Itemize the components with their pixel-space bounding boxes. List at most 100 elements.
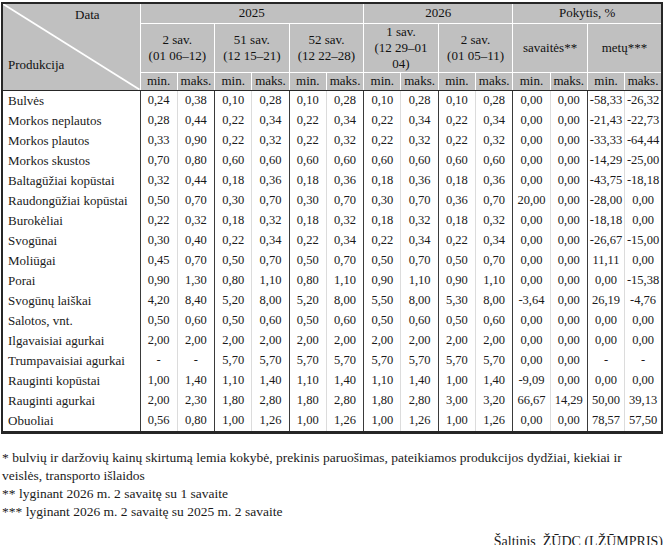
value-cell: 0,00 [513,211,550,231]
value-cell: 0,22 [215,111,252,131]
value-cell: 0,33 [140,131,177,151]
value-cell: 0,30 [215,191,252,211]
value-cell: 0,18 [438,171,475,191]
table-row: Svogūnų laiškai4,208,405,208,005,208,005… [2,291,662,311]
value-cell: 0,00 [550,331,587,351]
value-cell: 0,34 [252,231,289,251]
value-cell: 2,80 [326,391,363,411]
value-cell: 1,26 [326,411,363,433]
value-cell: 0,00 [625,331,662,351]
table-row: Porai0,901,300,801,100,801,100,901,100,9… [2,271,662,291]
value-cell: 0,00 [550,231,587,251]
value-cell: 0,34 [252,111,289,131]
value-cell: 0,28 [326,90,363,111]
table-row: Ilgavaisiai agurkai2,002,002,002,002,002… [2,331,662,351]
value-cell: 0,60 [476,151,513,171]
value-cell: 1,30 [177,271,214,291]
value-cell: 0,22 [438,131,475,151]
value-cell: 0,44 [177,111,214,131]
value-cell: 0,00 [513,171,550,191]
value-cell: 0,22 [140,211,177,231]
value-cell: 1,00 [438,411,475,433]
value-cell: 5,50 [364,291,401,311]
value-cell: 0,00 [513,271,550,291]
maks-column-header: maks. [177,72,214,90]
year-2026-header: 2026 [364,3,513,23]
value-cell: 1,26 [476,411,513,433]
value-cell: 0,22 [364,111,401,131]
value-cell: 0,00 [625,211,662,231]
value-cell: 0,60 [252,151,289,171]
value-cell: 0,70 [326,191,363,211]
maks-column-header: maks. [401,72,438,90]
value-cell: 0,10 [215,90,252,111]
value-cell: 0,00 [587,311,624,331]
value-cell: 0,28 [476,90,513,111]
value-cell: 0,30 [140,231,177,251]
value-cell: 20,00 [513,191,550,211]
product-name: Porai [2,271,140,291]
value-cell: 8,00 [476,291,513,311]
value-cell: 0,32 [476,211,513,231]
pokytis-savaites-header: savaitės** [513,23,588,72]
product-name: Rauginti agurkai [2,391,140,411]
min-column-header: min. [140,72,177,90]
value-cell: 1,80 [289,391,326,411]
value-cell: 0,70 [140,151,177,171]
value-cell: 5,70 [215,351,252,371]
maks-column-header: maks. [550,72,587,90]
min-column-header: min. [438,72,475,90]
corner-label-data: Data [75,7,100,23]
value-cell: 0,60 [177,311,214,331]
value-cell: 0,00 [550,351,587,371]
product-name: Rauginti kopūstai [2,371,140,391]
value-cell: 0,10 [438,90,475,111]
value-cell: 0,32 [177,211,214,231]
value-cell: 0,50 [364,251,401,271]
value-cell: 0,22 [364,231,401,251]
week-header-2026-2sav: 2 sav. (01 05–11) [438,23,513,72]
value-cell: 0,18 [364,171,401,191]
value-cell: 2,80 [401,391,438,411]
value-cell: 0,60 [401,151,438,171]
value-cell: 11,11 [587,251,624,271]
table-row: Burokėliai0,220,320,180,320,180,320,180,… [2,211,662,231]
value-cell: 26,19 [587,291,624,311]
pokytis-metu-header: metų*** [587,23,662,72]
value-cell: 0,50 [140,191,177,211]
value-cell: 1,26 [401,411,438,433]
value-cell: 0,32 [252,211,289,231]
value-cell: 0,60 [289,151,326,171]
value-cell: 1,40 [177,371,214,391]
value-cell: 0,18 [289,171,326,191]
value-cell: 0,00 [587,271,624,291]
min-column-header: min. [289,72,326,90]
value-cell: 5,70 [252,351,289,371]
product-name: Morkos skustos [2,151,140,171]
value-cell: 0,00 [625,371,662,391]
value-cell: 0,28 [252,90,289,111]
value-cell: 0,00 [550,191,587,211]
value-cell: 0,60 [364,151,401,171]
value-cell: 0,60 [252,311,289,331]
value-cell: 0,00 [550,271,587,291]
value-cell: 2,00 [140,331,177,351]
value-cell: 0,22 [438,231,475,251]
value-cell: -3,64 [513,291,550,311]
value-cell: 1,40 [476,371,513,391]
value-cell: -9,09 [513,371,550,391]
value-cell: 0,00 [513,90,550,111]
value-cell: 2,00 [476,331,513,351]
value-cell: 1,00 [364,411,401,433]
source-block: Šaltinis ŽŪDC (LŽŪMPRIS) Naudojant ŽŪDC … [0,533,666,545]
value-cell: 0,18 [364,211,401,231]
value-cell: 1,40 [401,371,438,391]
value-cell: 1,26 [252,411,289,433]
value-cell: 0,60 [401,311,438,331]
value-cell: 0,34 [476,111,513,131]
value-cell: 0,22 [215,231,252,251]
value-cell: -28,00 [587,191,624,211]
value-cell: 3,00 [438,391,475,411]
value-cell: 0,44 [177,171,214,191]
value-cell: 0,70 [177,191,214,211]
